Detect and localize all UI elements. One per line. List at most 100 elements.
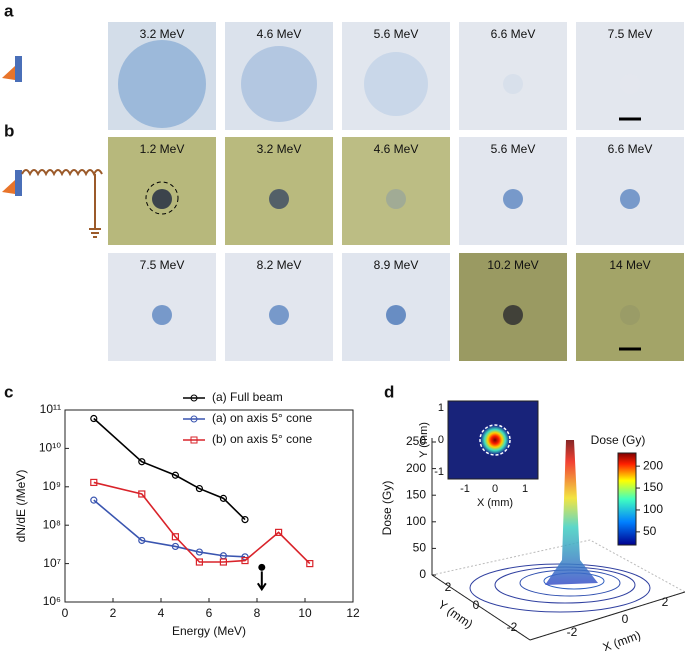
- y-tick-label: 10⁶: [43, 594, 61, 608]
- z-tick-label: 50: [413, 541, 427, 555]
- z-axis-label: Dose (Gy): [380, 481, 394, 536]
- marker: [195, 548, 203, 556]
- film-spot: [503, 189, 523, 209]
- z-tick-label: 0: [419, 567, 426, 581]
- y-tick-label: 10⁸: [43, 517, 61, 531]
- marker: [171, 542, 179, 551]
- legend-label: (b) on axis 5° cone: [212, 432, 313, 446]
- marker: [90, 478, 98, 487]
- film-energy: 5.6 MeV: [491, 142, 536, 156]
- marker: [195, 558, 203, 566]
- inset-y-label: Y (mm): [418, 422, 430, 458]
- x-tick-label: 6: [206, 606, 213, 620]
- marker: [138, 458, 146, 466]
- film-energy: 4.6 MeV: [257, 27, 302, 41]
- film-energy: 3.2 MeV: [257, 142, 302, 156]
- film-energy: 4.6 MeV: [374, 142, 419, 156]
- x-axis-label: X (mm): [601, 628, 643, 651]
- y-tick-label: 10¹¹: [40, 402, 61, 416]
- x-tick-label: 10: [298, 606, 312, 620]
- film-energy: 7.5 MeV: [608, 27, 653, 41]
- film-energy: 8.2 MeV: [257, 258, 302, 272]
- legend-marker: [190, 436, 198, 444]
- colorbar-tick-label: 150: [643, 480, 663, 494]
- colorbar-tick-label: 100: [643, 502, 663, 516]
- film-spot: [386, 189, 406, 209]
- film-energy: 6.6 MeV: [491, 27, 536, 41]
- film-spot: [503, 305, 523, 325]
- marker: [138, 536, 146, 545]
- inset-y-tick: 0: [438, 434, 444, 446]
- y-tick-label: 2: [445, 580, 452, 594]
- film-energy: 6.6 MeV: [608, 142, 653, 156]
- x-tick-label: 12: [346, 606, 360, 620]
- film-spot: [269, 189, 289, 209]
- film-energy: 8.9 MeV: [374, 258, 419, 272]
- colorbar-label: Dose (Gy): [591, 433, 646, 447]
- film-spot: [241, 46, 317, 122]
- marker: [241, 556, 249, 565]
- panel-d: [430, 400, 685, 641]
- x-tick-label: 0: [622, 612, 629, 626]
- legend-marker: [190, 415, 198, 423]
- film-spot: [364, 52, 428, 116]
- z-tick-label: 100: [406, 514, 426, 528]
- inset-x-label: X (mm): [477, 497, 513, 509]
- marker: [138, 490, 146, 498]
- x-tick-label: 4: [158, 606, 165, 620]
- x-tick-label: 0: [62, 606, 69, 620]
- upper-limit: [258, 563, 266, 571]
- y-axis-label: dN/dE (/MeV): [14, 470, 28, 543]
- film-energy: 14 MeV: [609, 258, 650, 272]
- film-spot: [386, 305, 406, 325]
- marker: [171, 533, 179, 541]
- film-energy: 7.5 MeV: [140, 258, 185, 272]
- panel-label: c: [4, 382, 13, 401]
- colorbar-tick-label: 200: [643, 458, 663, 472]
- x-tick-label: 8: [254, 606, 261, 620]
- film-spot: [620, 74, 640, 94]
- marker: [90, 496, 98, 504]
- inset-y-tick: -1: [434, 466, 444, 478]
- film-spot: [118, 40, 206, 128]
- y-tick-label: 0: [473, 598, 480, 612]
- marker: [195, 484, 203, 493]
- film-energy: 3.2 MeV: [140, 27, 185, 41]
- marker: [90, 414, 98, 423]
- inset-x-tick: 1: [522, 483, 528, 495]
- y-tick-label: 10⁷: [43, 556, 61, 570]
- panel-label: b: [4, 121, 14, 140]
- z-tick-label: 250: [406, 434, 426, 448]
- film-energy: 1.2 MeV: [140, 142, 185, 156]
- legend-label: (a) on axis 5° cone: [212, 411, 313, 425]
- dashed-marker: [145, 181, 179, 215]
- target-icon-a: [2, 56, 22, 82]
- x-tick-label: -2: [567, 625, 578, 639]
- marker: [275, 528, 283, 536]
- y-axis-label: Y (mm): [435, 597, 475, 631]
- coil-icon-b: [2, 169, 103, 238]
- series-line: [93, 481, 311, 565]
- series-line: [93, 417, 246, 521]
- y-tick-label: -2: [507, 620, 518, 634]
- x-tick-label: 2: [110, 606, 117, 620]
- x-tick-label: 2: [662, 595, 669, 609]
- film-spot: [620, 305, 640, 325]
- y-tick-label: 10⁹: [43, 479, 62, 493]
- colorbar-tick-label: 50: [643, 524, 657, 538]
- film-spot: [269, 305, 289, 325]
- marker: [219, 494, 227, 502]
- marker: [171, 471, 179, 479]
- film-spot: [152, 189, 172, 209]
- film-spot: [620, 189, 640, 209]
- legend-label: (a) Full beam: [212, 390, 283, 404]
- upper-limit-arrow: [256, 571, 267, 592]
- marker: [219, 558, 227, 566]
- y-tick-label: 10¹⁰: [39, 441, 61, 455]
- panel-label: a: [4, 1, 14, 20]
- panel-label: d: [384, 382, 394, 401]
- z-tick-label: 150: [406, 487, 426, 501]
- z-tick-label: 200: [406, 461, 426, 475]
- marker: [241, 515, 249, 524]
